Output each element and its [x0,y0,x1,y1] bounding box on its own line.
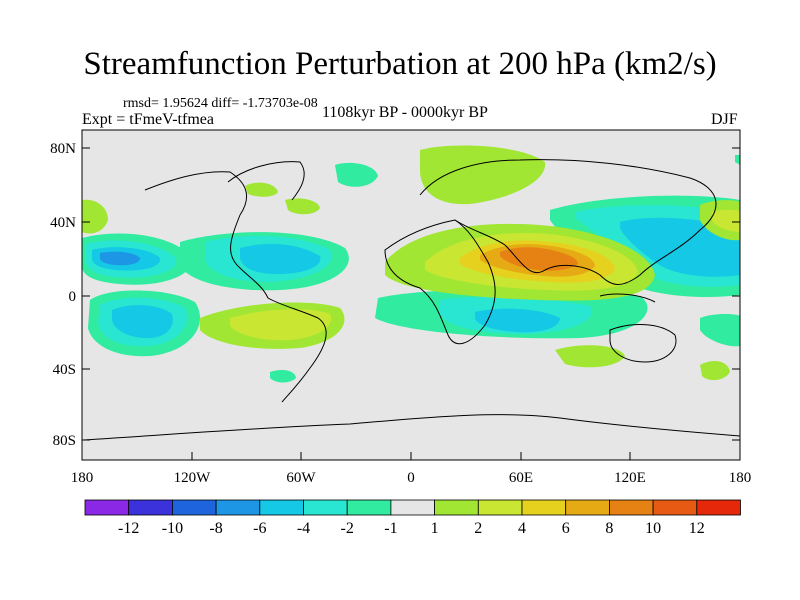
colorbar-label: -4 [297,520,310,537]
x-tick-label: 60E [509,470,533,486]
colorbar-label: 1 [431,520,439,537]
x-tick-label: 120W [174,470,212,486]
y-tick-label: 40N [50,215,76,231]
colorbar-swatch [434,499,479,516]
colorbar-swatch [390,499,435,516]
colorbar-swatch [521,499,567,516]
x-tick-label: 0 [407,470,415,486]
colorbar-label: -8 [209,520,222,537]
colorbar-label: 10 [645,520,661,537]
coastlines [83,159,740,441]
colorbar-swatch [303,499,348,516]
colorbar-label: -6 [253,520,266,537]
y-tick-label: 80S [53,433,76,449]
colorbar-swatch [128,499,173,516]
colorbar-swatch [609,499,654,516]
stats-text: rmsd= 1.95624 diff= -1.73703e-08 [123,96,318,111]
colorbar-labels: -12 -10 -8 -6 -4 -2 -1 1 2 4 6 8 10 12 [118,520,705,537]
colorbar-swatch [84,499,130,516]
colorbar-swatch [215,499,261,516]
y-tick-label: 80N [50,141,76,157]
pos-region-south-atlantic [555,345,625,368]
colorbar-label: 2 [474,520,482,537]
colorbar-swatch [477,499,523,516]
colorbar-swatch [696,499,741,516]
y-tick-label: 40S [53,362,76,378]
map-title: Streamfunction Perturbation at 200 hPa (… [83,46,717,82]
x-tick-label: 180 [71,470,94,486]
colorbar-label: -12 [118,520,139,537]
colorbar-label: -10 [162,520,183,537]
colorbar-label: -2 [341,520,354,537]
colorbar-label: -1 [384,520,397,537]
colorbar-label: 12 [689,520,705,537]
period-label: 1108kyr BP - 0000kyr BP [322,104,488,121]
colorbar-swatch [171,499,217,516]
x-tick-label: 60W [286,470,316,486]
colorbar-label: 4 [518,520,526,537]
colorbar-swatch [652,499,698,516]
x-tick-marks [81,452,741,460]
colorbar-swatch [565,499,610,516]
x-tick-label: 120E [614,470,646,486]
colorbar-label: 6 [562,520,570,537]
y-tick-label: 0 [69,289,77,305]
contour-fields [82,145,740,383]
season-label: DJF [711,111,738,128]
x-tick-label: 180 [729,470,752,486]
colorbar-label: 8 [605,520,613,537]
experiment-label: Expt = tFmeV-tfmea [82,111,214,128]
colorbar-swatch [346,499,392,516]
y-tick-marks [82,147,740,441]
colorbar-swatch [259,499,304,516]
colorbar [84,499,741,516]
